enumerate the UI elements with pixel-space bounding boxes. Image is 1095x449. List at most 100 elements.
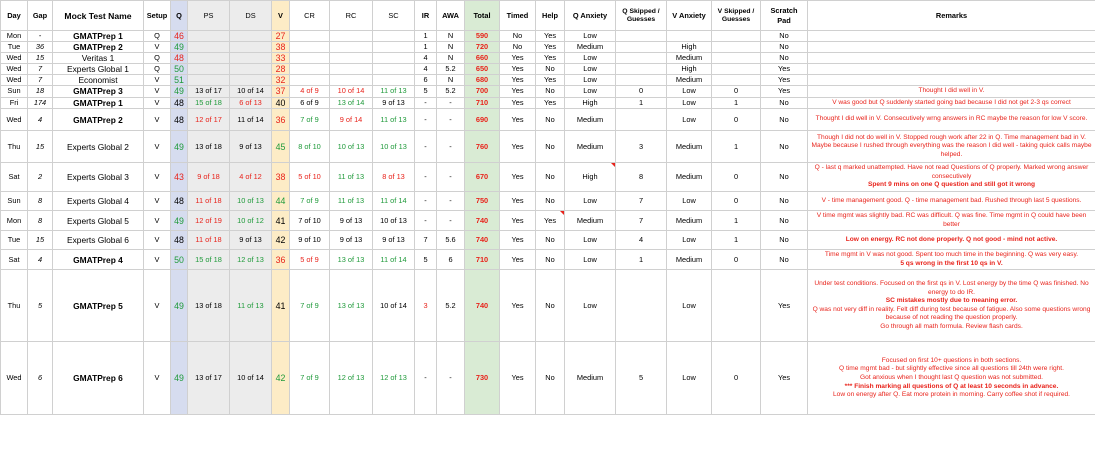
- cell-scratch-pad[interactable]: Yes: [760, 63, 808, 75]
- cell-rc[interactable]: 13 of 13: [329, 249, 373, 271]
- cell-remarks[interactable]: Though I did not do well in V. Stopped r…: [807, 130, 1095, 164]
- cell-timed[interactable]: Yes: [499, 162, 536, 192]
- cell-ir[interactable]: 7: [414, 230, 437, 251]
- cell-gap[interactable]: 18: [27, 85, 53, 98]
- cell-total[interactable]: 710: [464, 249, 500, 271]
- cell-q-skipped[interactable]: 1: [615, 249, 667, 271]
- cell-scratch-pad[interactable]: No: [760, 41, 808, 53]
- col-header-gap[interactable]: Gap: [27, 0, 53, 31]
- cell-rc[interactable]: 11 of 13: [329, 162, 373, 192]
- cell-q-skipped[interactable]: 8: [615, 162, 667, 192]
- cell-setup[interactable]: V: [143, 190, 171, 211]
- cell-scratch-pad[interactable]: Yes: [760, 269, 808, 343]
- cell-setup[interactable]: V: [143, 162, 171, 192]
- cell-v[interactable]: 27: [271, 30, 290, 42]
- cell-gap[interactable]: 8: [27, 209, 53, 232]
- cell-rc[interactable]: 13 of 13: [329, 269, 373, 343]
- cell-ps[interactable]: 13 of 18: [187, 269, 230, 343]
- cell-v-anxiety[interactable]: Medium: [666, 249, 712, 271]
- cell-help[interactable]: No: [535, 108, 565, 132]
- cell-v[interactable]: 28: [271, 63, 290, 75]
- cell-day[interactable]: Wed: [0, 108, 28, 132]
- cell-q-anxiety[interactable]: High: [564, 96, 616, 110]
- cell-sc[interactable]: 11 of 13: [372, 108, 415, 132]
- cell-v[interactable]: 38: [271, 162, 290, 192]
- cell-rc[interactable]: 10 of 13: [329, 130, 373, 164]
- cell-setup[interactable]: V: [143, 209, 171, 232]
- cell-v-anxiety[interactable]: Low: [666, 85, 712, 98]
- cell-ds[interactable]: [229, 30, 272, 42]
- col-header-timed[interactable]: Timed: [499, 0, 536, 31]
- cell-rc[interactable]: 11 of 13: [329, 190, 373, 211]
- cell-q-anxiety[interactable]: Medium: [564, 341, 616, 416]
- cell-v[interactable]: 33: [271, 52, 290, 64]
- cell-name[interactable]: Experts Global 2: [52, 130, 144, 164]
- cell-v-anxiety[interactable]: High: [666, 63, 712, 75]
- cell-ir[interactable]: 1: [414, 41, 437, 53]
- cell-v[interactable]: 41: [271, 209, 290, 232]
- cell-name[interactable]: Experts Global 3: [52, 162, 144, 192]
- cell-total[interactable]: 750: [464, 190, 500, 211]
- cell-awa[interactable]: -: [436, 108, 465, 132]
- cell-name[interactable]: GMATPrep 5: [52, 269, 144, 343]
- cell-total[interactable]: 680: [464, 74, 500, 86]
- cell-day[interactable]: Tue: [0, 230, 28, 251]
- cell-remarks[interactable]: [807, 30, 1095, 42]
- cell-awa[interactable]: N: [436, 41, 465, 53]
- cell-scratch-pad[interactable]: No: [760, 108, 808, 132]
- cell-awa[interactable]: -: [436, 209, 465, 232]
- cell-help[interactable]: Yes: [535, 74, 565, 86]
- cell-q[interactable]: 49: [170, 85, 188, 98]
- cell-total[interactable]: 690: [464, 108, 500, 132]
- cell-ps[interactable]: 11 of 18: [187, 230, 230, 251]
- cell-setup[interactable]: V: [143, 108, 171, 132]
- col-header-remarks[interactable]: Remarks: [807, 0, 1095, 31]
- cell-ir[interactable]: 4: [414, 52, 437, 64]
- cell-rc[interactable]: 13 of 14: [329, 96, 373, 110]
- cell-v-skipped[interactable]: [711, 52, 761, 64]
- cell-awa[interactable]: -: [436, 341, 465, 416]
- cell-cr[interactable]: 7 of 9: [289, 108, 330, 132]
- cell-q[interactable]: 48: [170, 96, 188, 110]
- cell-name[interactable]: Economist: [52, 74, 144, 86]
- cell-v-skipped[interactable]: 0: [711, 341, 761, 416]
- col-header-setup[interactable]: Setup: [143, 0, 171, 31]
- cell-day[interactable]: Sun: [0, 190, 28, 211]
- cell-ds[interactable]: [229, 74, 272, 86]
- cell-name[interactable]: Experts Global 1: [52, 63, 144, 75]
- cell-scratch-pad[interactable]: No: [760, 30, 808, 42]
- cell-ps[interactable]: [187, 63, 230, 75]
- cell-ps[interactable]: 12 of 19: [187, 209, 230, 232]
- cell-ds[interactable]: 6 of 13: [229, 96, 272, 110]
- cell-ds[interactable]: 10 of 12: [229, 209, 272, 232]
- cell-ds[interactable]: 9 of 13: [229, 130, 272, 164]
- col-header-scratch-pad[interactable]: Scratch Pad: [760, 0, 808, 31]
- cell-q-anxiety[interactable]: Low: [564, 190, 616, 211]
- cell-name[interactable]: Experts Global 5: [52, 209, 144, 232]
- cell-q[interactable]: 48: [170, 108, 188, 132]
- cell-remarks[interactable]: Thought I did well in V. Consecutively w…: [807, 108, 1095, 132]
- cell-q-skipped[interactable]: 4: [615, 230, 667, 251]
- cell-help[interactable]: No: [535, 249, 565, 271]
- cell-setup[interactable]: V: [143, 249, 171, 271]
- cell-scratch-pad[interactable]: No: [760, 230, 808, 251]
- cell-q-skipped[interactable]: 7: [615, 209, 667, 232]
- cell-q-anxiety[interactable]: Low: [564, 230, 616, 251]
- cell-timed[interactable]: Yes: [499, 209, 536, 232]
- col-header-name[interactable]: Mock Test Name: [52, 0, 144, 31]
- cell-sc[interactable]: 9 of 13: [372, 230, 415, 251]
- cell-v-anxiety[interactable]: Low: [666, 96, 712, 110]
- cell-v-skipped[interactable]: 1: [711, 209, 761, 232]
- cell-cr[interactable]: 5 of 9: [289, 249, 330, 271]
- cell-gap[interactable]: 4: [27, 108, 53, 132]
- cell-setup[interactable]: Q: [143, 30, 171, 42]
- col-header-q-anxiety[interactable]: Q Anxiety: [564, 0, 616, 31]
- cell-day[interactable]: Thu: [0, 130, 28, 164]
- cell-sc[interactable]: [372, 41, 415, 53]
- cell-gap[interactable]: 15: [27, 130, 53, 164]
- cell-q[interactable]: 48: [170, 52, 188, 64]
- cell-v-skipped[interactable]: 0: [711, 162, 761, 192]
- cell-setup[interactable]: V: [143, 41, 171, 53]
- cell-ps[interactable]: 13 of 18: [187, 130, 230, 164]
- cell-sc[interactable]: 12 of 13: [372, 341, 415, 416]
